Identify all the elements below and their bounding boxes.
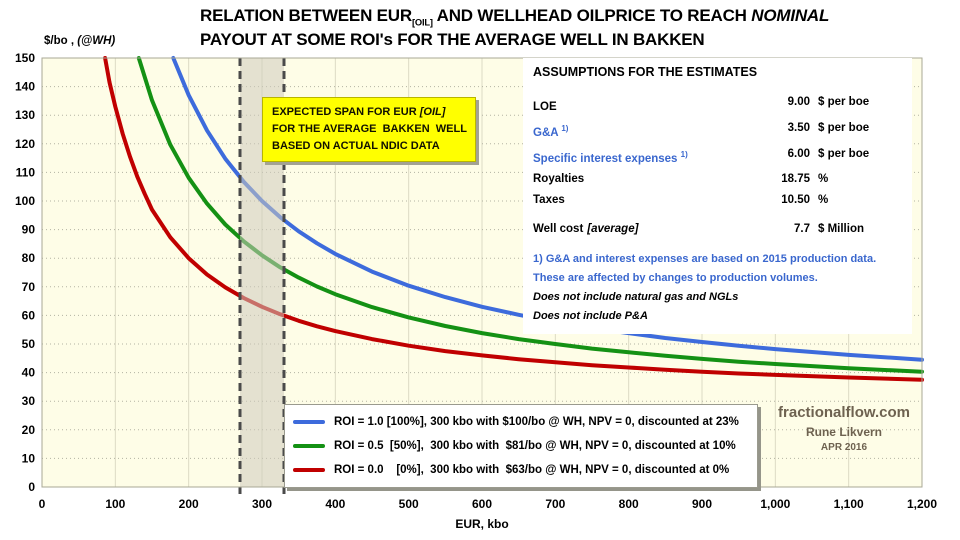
y-tick-label: 30 <box>22 394 36 408</box>
y-tick-label: 140 <box>15 80 35 94</box>
assumption-value: 18.75 <box>781 173 810 186</box>
legend-swatch-blue <box>293 420 325 424</box>
y-tick-label: 40 <box>22 366 36 380</box>
assumptions-panel: ASSUMPTIONS FOR THE ESTIMATES LOE 9.00 $… <box>523 58 912 335</box>
legend-item-roi-0: ROI = 0.0 [0%], 300 kbo with $63/bo @ WH… <box>293 458 749 482</box>
legend-swatch-red <box>293 468 325 472</box>
y-tick-label: 70 <box>22 280 36 294</box>
assumption-unit: $ per boe <box>818 96 870 108</box>
curve-series-2 <box>103 56 924 382</box>
assumption-label: Specific interest expenses 1) <box>533 149 688 165</box>
x-tick-label: 1,100 <box>834 497 864 511</box>
assumption-row-taxes: Taxes 10.50 % <box>533 190 902 211</box>
x-tick-label: 600 <box>472 497 492 511</box>
y-tick-label: 50 <box>22 337 36 351</box>
assumption-value: 3.50 <box>787 121 810 134</box>
assumption-row-well-cost: Well cost [average] 7.7 $ Million <box>533 219 902 240</box>
annotation-line3: BASED ON ACTUAL NDIC DATA <box>272 140 440 153</box>
assumption-label: Taxes <box>533 194 565 207</box>
assumption-row-ga: G&A 1) 3.50 $ per boe <box>533 118 902 144</box>
footnote: 1) G&A and interest expenses are based o… <box>533 253 877 266</box>
y-tick-label: 130 <box>15 108 35 122</box>
x-tick-label: 100 <box>105 497 125 511</box>
attribution-site: fractionalflow.com <box>778 404 910 421</box>
x-tick-label: 300 <box>252 497 272 511</box>
x-tick-label: 400 <box>325 497 345 511</box>
assumptions-title: ASSUMPTIONS FOR THE ESTIMATES <box>533 65 758 79</box>
assumptions-footnotes: 1) G&A and interest expenses are based o… <box>533 250 902 326</box>
x-tick-label: 900 <box>692 497 712 511</box>
legend-label: ROI = 0.5 [50%], 300 kbo with $81/bo @ W… <box>334 440 736 452</box>
assumption-value: 10.50 <box>781 194 810 207</box>
footnote: Does not include natural gas and NGLs <box>533 291 739 304</box>
annotation-line1: EXPECTED SPAN FOR EUR [OIL] <box>272 106 446 118</box>
x-tick-label: 1,000 <box>760 497 790 511</box>
curve-series-1 <box>136 56 924 374</box>
x-tick-label: 700 <box>545 497 565 511</box>
expected-span-annotation: EXPECTED SPAN FOR EUR [OIL] FOR THE AVER… <box>262 97 476 163</box>
y-tick-label: 80 <box>22 251 36 265</box>
annotation-line2: FOR THE AVERAGE BAKKEN WELL <box>272 123 467 136</box>
y-tick-label: 60 <box>22 308 36 322</box>
title-line1: RELATION BETWEEN EUR[OIL] AND WELLHEAD O… <box>200 6 830 28</box>
chart-legend: ROI = 1.0 [100%], 300 kbo with $100/bo @… <box>284 404 758 488</box>
legend-item-roi-100: ROI = 1.0 [100%], 300 kbo with $100/bo @… <box>293 410 749 434</box>
attribution: fractionalflow.com Rune Likvern APR 2016 <box>768 404 920 453</box>
y-axis-title: $/bo , (@WH) <box>44 35 116 47</box>
y-tick-label: 120 <box>15 137 35 151</box>
assumption-unit: $ per boe <box>818 147 870 160</box>
assumption-value: 9.00 <box>787 96 810 108</box>
x-tick-label: 200 <box>179 497 199 511</box>
y-tick-label: 0 <box>28 480 35 494</box>
y-tick-label: 150 <box>15 51 35 65</box>
legend-label: ROI = 0.0 [0%], 300 kbo with $63/bo @ WH… <box>334 464 730 476</box>
x-tick-label: 1,200 <box>907 497 937 511</box>
y-tick-label: 20 <box>22 423 36 437</box>
assumption-row-royalties: Royalties 18.75 % <box>533 169 902 190</box>
x-tick-label: 500 <box>399 497 419 511</box>
y-tick-label: 100 <box>15 194 35 208</box>
legend-swatch-green <box>293 444 325 448</box>
assumption-value: 6.00 <box>787 147 810 160</box>
assumption-label: Well cost [average] <box>533 223 639 236</box>
legend-item-roi-50: ROI = 0.5 [50%], 300 kbo with $81/bo @ W… <box>293 434 749 458</box>
x-tick-label: 800 <box>619 497 639 511</box>
legend-label: ROI = 1.0 [100%], 300 kbo with $100/bo @… <box>334 416 739 428</box>
x-axis-title: EUR, kbo <box>455 517 509 531</box>
footnote: Does not include P&A <box>533 310 648 323</box>
y-tick-label: 110 <box>16 165 36 179</box>
y-tick-label: 10 <box>22 451 36 465</box>
y-tick-label: 90 <box>22 223 36 237</box>
assumption-label: LOE <box>533 100 557 113</box>
assumption-unit: $ per boe <box>818 121 870 134</box>
assumption-row-interest: Specific interest expenses 1) 6.00 $ per… <box>533 144 902 170</box>
attribution-date: APR 2016 <box>820 442 868 453</box>
assumption-unit: $ Million <box>818 223 864 236</box>
assumption-unit: % <box>818 194 829 207</box>
assumption-label: Royalties <box>533 173 585 186</box>
footnote: These are affected by changes to product… <box>533 272 818 285</box>
assumption-row-loe: LOE 9.00 $ per boe <box>533 92 902 118</box>
x-tick-label: 0 <box>39 497 46 511</box>
assumption-label: G&A 1) <box>533 123 569 139</box>
page-title: RELATION BETWEEN EUR[OIL] AND WELLHEAD O… <box>200 5 940 51</box>
attribution-author: Rune Likvern <box>805 425 883 439</box>
title-subscript: [OIL] <box>411 17 433 28</box>
assumption-value: 7.7 <box>794 223 810 236</box>
assumption-unit: % <box>818 173 829 186</box>
title-line2: PAYOUT AT SOME ROI's FOR THE AVERAGE WEL… <box>200 29 705 49</box>
